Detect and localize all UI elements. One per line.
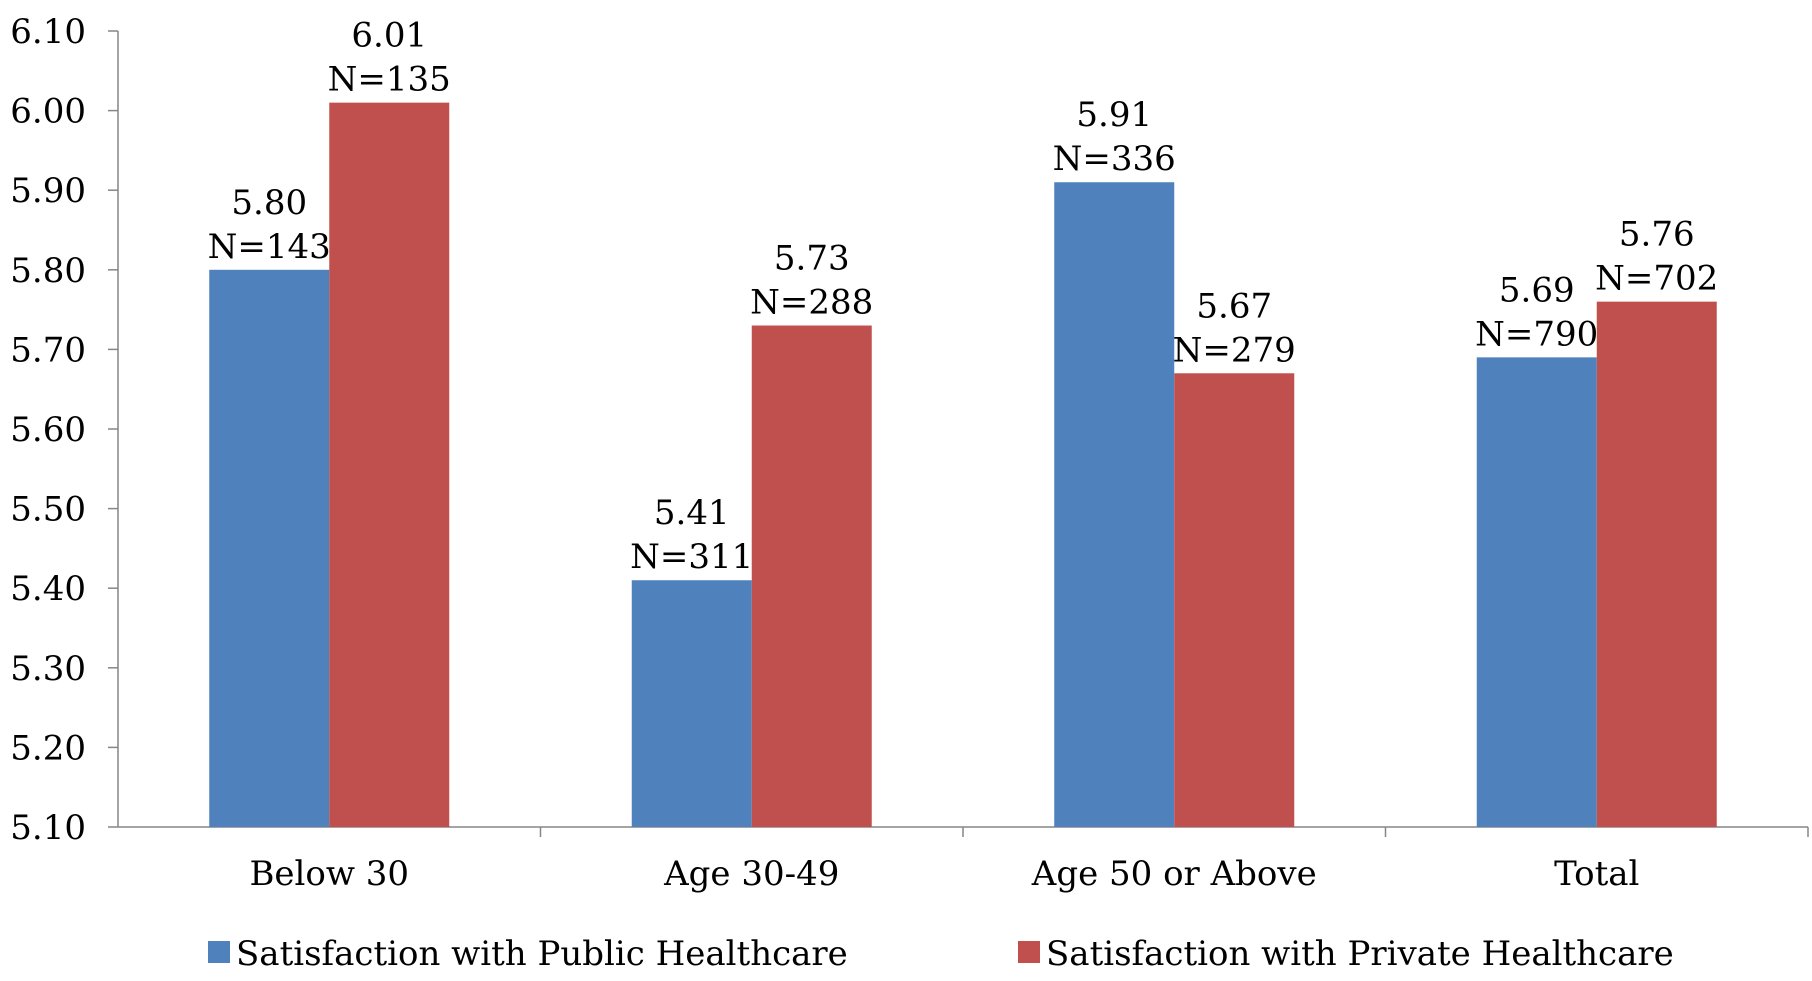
- x-category-label: Age 30-49: [663, 854, 839, 894]
- y-tick-label: 5.70: [10, 330, 86, 370]
- bar-n-label: N=311: [630, 537, 753, 577]
- bar-value-label: 5.91: [1076, 95, 1152, 135]
- y-tick-label: 5.80: [10, 251, 86, 291]
- bar-value-label: 5.41: [654, 493, 730, 533]
- bar-public: [1476, 357, 1597, 827]
- bar-value-label: 6.01: [351, 16, 427, 56]
- y-tick-label: 5.40: [10, 569, 86, 609]
- bar-private: [751, 325, 872, 827]
- bar-private: [329, 102, 450, 827]
- x-category-label: Total: [1554, 854, 1639, 894]
- x-category-label: Age 50 or Above: [1031, 854, 1317, 894]
- y-tick-label: 5.10: [10, 808, 86, 848]
- bar-n-label: N=288: [750, 283, 873, 323]
- legend-label: Satisfaction with Private Healthcare: [1046, 934, 1674, 974]
- y-tick-label: 6.10: [10, 12, 86, 52]
- bar-value-label: 5.73: [774, 239, 850, 279]
- y-tick-label: 5.90: [10, 171, 86, 211]
- bar-private: [1596, 301, 1717, 827]
- bar-public: [209, 269, 330, 827]
- data-labels: 5.80N=143 6.01N=135 5.41N=311 5.73N=288 5.91…: [208, 16, 1719, 578]
- bar-value-label: 5.67: [1196, 286, 1272, 326]
- legend-label: Satisfaction with Public Healthcare: [236, 934, 848, 974]
- x-category-label: Below 30: [249, 854, 409, 894]
- bar-value-label: 5.69: [1499, 270, 1575, 310]
- legend-swatch: [1018, 941, 1040, 963]
- legend: Satisfaction with Public Healthcare Satis…: [208, 934, 1674, 974]
- bar-n-label: N=143: [208, 227, 331, 267]
- bars: [209, 102, 1717, 828]
- bar-value-label: 5.76: [1619, 215, 1695, 255]
- y-tick-label: 6.00: [10, 92, 86, 132]
- bar-n-label: N=135: [328, 60, 451, 100]
- bar-n-label: N=702: [1595, 259, 1718, 299]
- y-tick-label: 5.60: [10, 410, 86, 450]
- axes: 5.10 5.20 5.30 5.40 5.50 5.60 5.70 5.80 5.90 6.00…: [10, 12, 1809, 894]
- y-tick-label: 5.30: [10, 649, 86, 689]
- y-tick-label: 5.50: [10, 490, 86, 530]
- bar-n-label: N=336: [1053, 139, 1176, 179]
- y-tick-label: 5.20: [10, 728, 86, 768]
- bar-public: [631, 580, 752, 827]
- bar-public: [1054, 182, 1175, 828]
- legend-swatch: [208, 941, 230, 963]
- bar-private: [1174, 373, 1295, 827]
- bar-n-label: N=790: [1475, 314, 1598, 354]
- bar-value-label: 5.80: [231, 183, 307, 223]
- bar-n-label: N=279: [1173, 330, 1296, 370]
